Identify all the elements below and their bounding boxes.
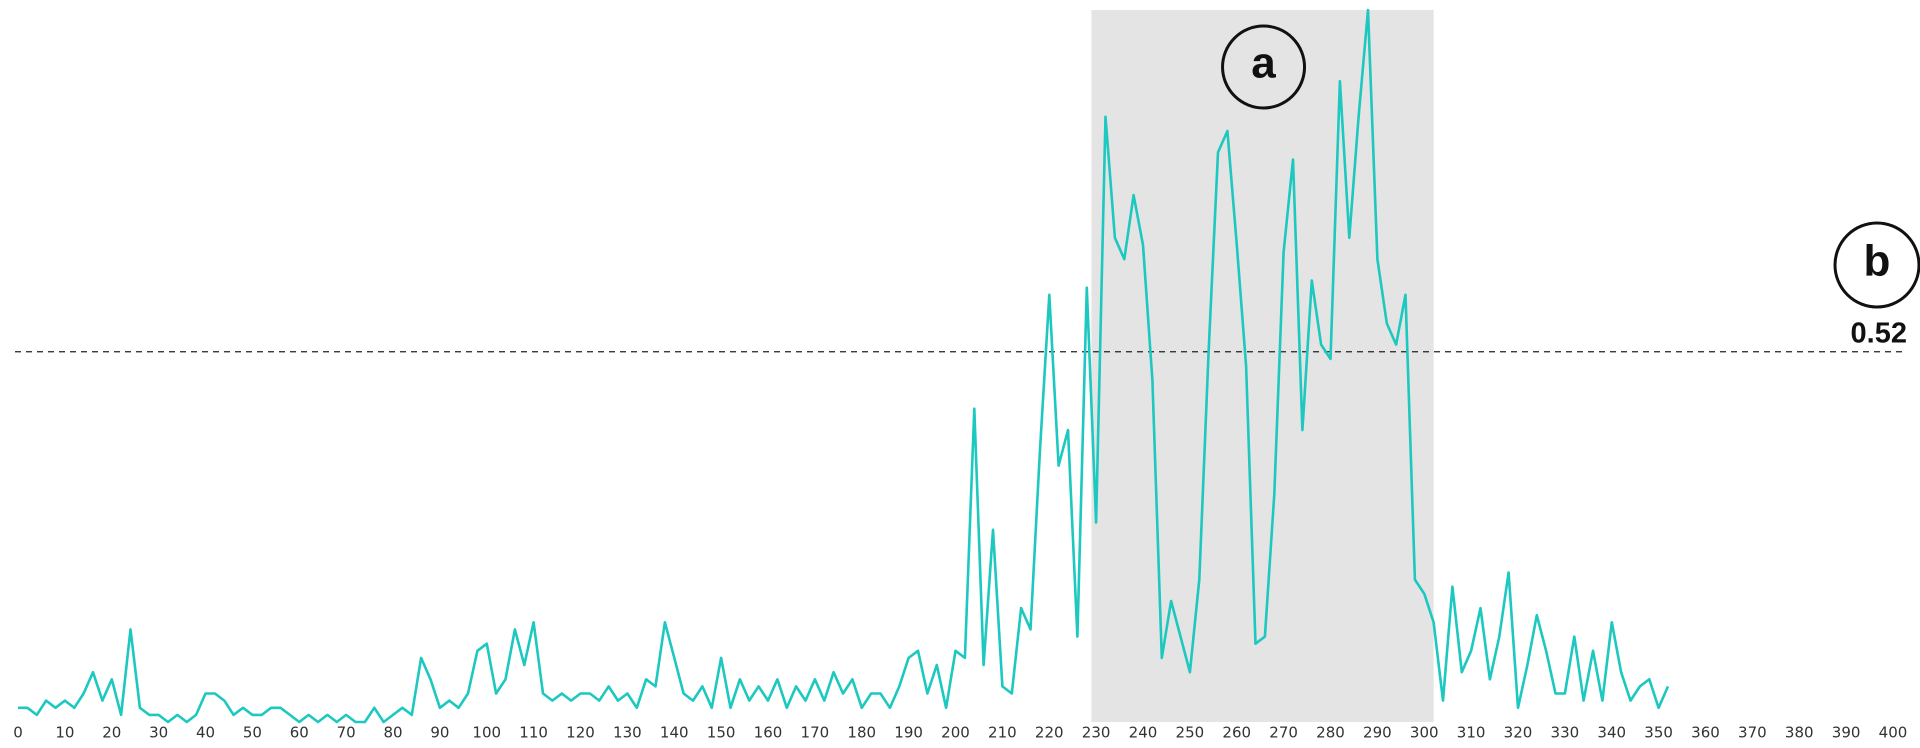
- x-tick-label: 50: [243, 724, 262, 742]
- x-tick-label: 300: [1410, 724, 1439, 742]
- x-tick-label: 40: [196, 724, 215, 742]
- x-tick-label: 240: [1129, 724, 1158, 742]
- x-tick-label: 130: [613, 724, 642, 742]
- x-tick-label: 110: [519, 724, 548, 742]
- annotation-label: a: [1251, 39, 1276, 88]
- annotation-circle: [1221, 24, 1307, 110]
- x-tick-label: 0: [13, 724, 23, 742]
- x-tick-label: 290: [1363, 724, 1392, 742]
- highlight-band: [1091, 10, 1434, 722]
- x-tick-label: 310: [1457, 724, 1486, 742]
- x-tick-label: 330: [1551, 724, 1580, 742]
- x-tick-label: 250: [1176, 724, 1205, 742]
- x-tick-label: 30: [149, 724, 168, 742]
- x-tick-label: 340: [1597, 724, 1626, 742]
- x-tick-label: 200: [941, 724, 970, 742]
- x-tick-label: 210: [988, 724, 1017, 742]
- x-tick-label: 220: [1035, 724, 1064, 742]
- x-tick-label: 230: [1082, 724, 1111, 742]
- annotation-circle: [1833, 221, 1920, 309]
- x-tick-label: 320: [1504, 724, 1533, 742]
- x-tick-label: 390: [1832, 724, 1861, 742]
- x-tick-label: 140: [660, 724, 689, 742]
- threshold-value: 0.52: [1851, 317, 1907, 349]
- x-tick-label: 380: [1785, 724, 1814, 742]
- x-tick-label: 160: [754, 724, 783, 742]
- x-tick-label: 10: [55, 724, 74, 742]
- x-tick-label: 70: [337, 724, 356, 742]
- x-tick-label: 80: [383, 724, 402, 742]
- x-tick-label: 180: [847, 724, 876, 742]
- x-tick-label: 370: [1738, 724, 1767, 742]
- x-tick-label: 120: [566, 724, 595, 742]
- x-tick-label: 60: [290, 724, 309, 742]
- annotation-label: b: [1864, 237, 1891, 286]
- x-tick-label: 260: [1222, 724, 1251, 742]
- x-tick-label: 100: [472, 724, 501, 742]
- x-tick-label: 190: [894, 724, 923, 742]
- x-tick-label: 350: [1644, 724, 1673, 742]
- x-tick-label: 360: [1691, 724, 1720, 742]
- x-tick-label: 280: [1316, 724, 1345, 742]
- x-tick-label: 400: [1879, 724, 1908, 742]
- x-tick-label: 150: [707, 724, 736, 742]
- x-tick-label: 170: [801, 724, 830, 742]
- data-line: [18, 8, 1670, 724]
- x-tick-label: 270: [1269, 724, 1298, 742]
- x-tick-label: 90: [430, 724, 449, 742]
- x-tick-label: 20: [102, 724, 121, 742]
